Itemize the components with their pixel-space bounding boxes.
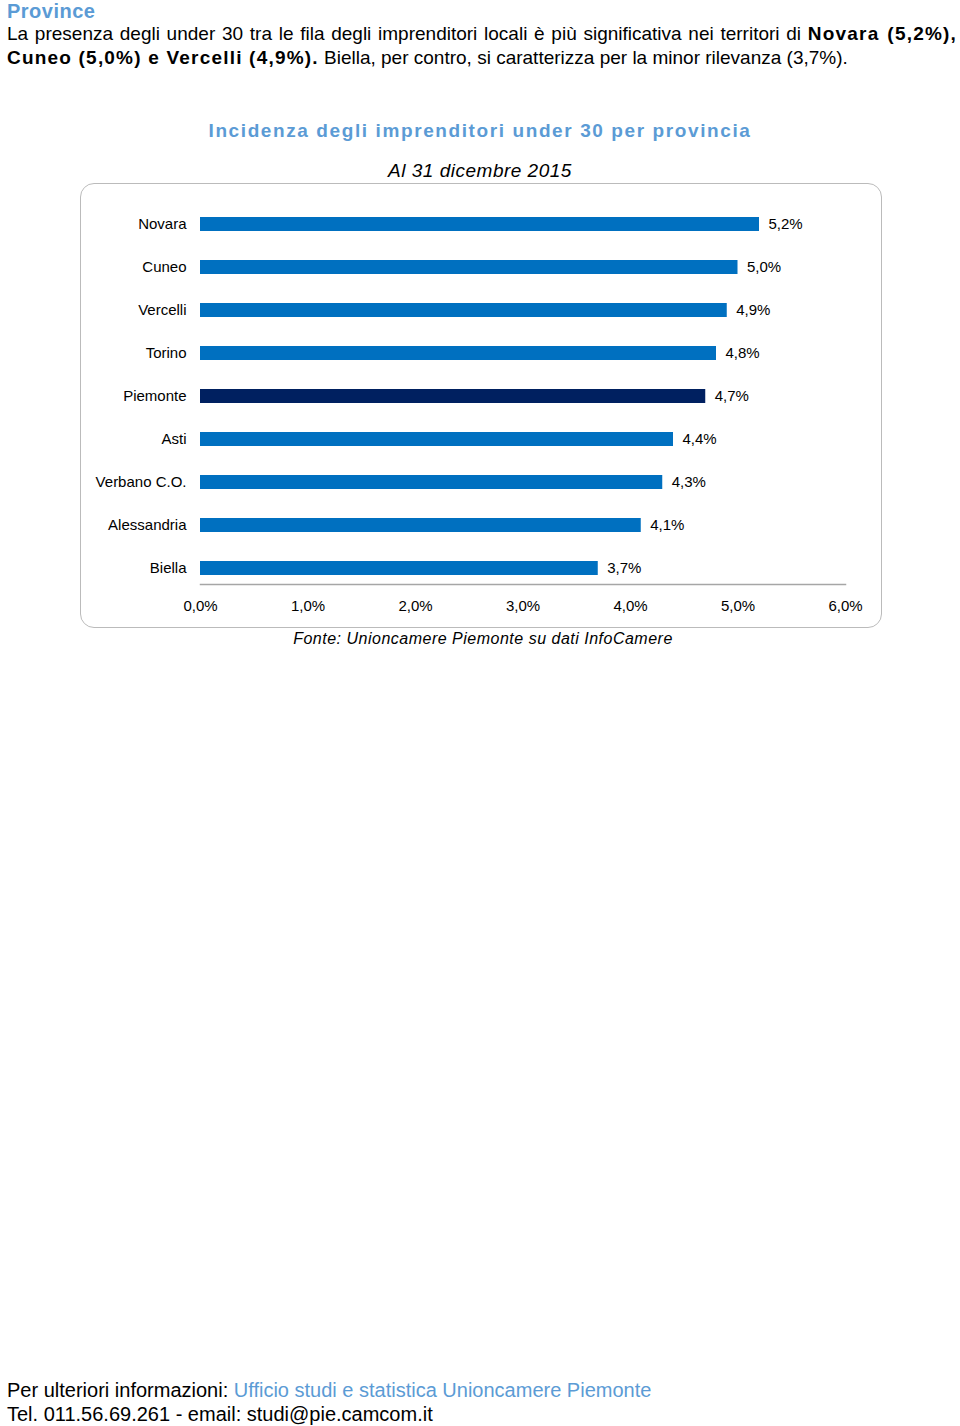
svg-text:Verbano C.O.: Verbano C.O. [96,473,187,490]
html-text:Incidenza degli imprenditori u: Incidenza degli imprenditori under 30 pe… [208,120,752,141]
svg-text:2,0%: 2,0% [398,597,432,614]
svg-text:Biella: Biella [150,559,187,576]
svg-text:Torino: Torino [146,344,187,361]
svg-text:0,0%: 0,0% [183,597,217,614]
svg-text:Piemonte: Piemonte [123,387,186,404]
svg-text:3,7%: 3,7% [607,559,641,576]
svg-text:5,0%: 5,0% [747,258,781,275]
svg-text:Vercelli: Vercelli [138,301,186,318]
svg-text:4,9%: 4,9% [736,301,770,318]
svg-text:4,3%: 4,3% [672,473,706,490]
svg-text:Alessandria: Alessandria [108,516,187,533]
svg-text:4,7%: 4,7% [715,387,749,404]
svg-text:3,0%: 3,0% [506,597,540,614]
svg-text:Cuneo: Cuneo [142,258,186,275]
html-text:La presenza degli under 30 tra: La presenza degli under 30 tra le fila d… [7,23,957,68]
svg-text:Asti: Asti [161,430,186,447]
html-text:Per ulteriori informazioni: Uf: Per ulteriori informazioni: Ufficio stud… [7,1379,652,1401]
html-text:Fonte: Unioncamere Piemonte su: Fonte: Unioncamere Piemonte su dati Info… [293,630,673,647]
html-text:Al 31 dicembre 2015: Al 31 dicembre 2015 [388,160,572,181]
svg-text:5,0%: 5,0% [721,597,755,614]
svg-text:5,2%: 5,2% [769,215,803,232]
html-text:Tel. 011.56.69.261 - email: st: Tel. 011.56.69.261 - email: studi@pie.ca… [7,1403,433,1425]
html-text:Province: Province [7,0,96,22]
svg-text:4,0%: 4,0% [613,597,647,614]
svg-text:Novara: Novara [138,215,187,232]
svg-text:4,1%: 4,1% [650,516,684,533]
svg-text:6,0%: 6,0% [828,597,862,614]
svg-text:4,8%: 4,8% [726,344,760,361]
svg-text:1,0%: 1,0% [291,597,325,614]
svg-text:4,4%: 4,4% [683,430,717,447]
